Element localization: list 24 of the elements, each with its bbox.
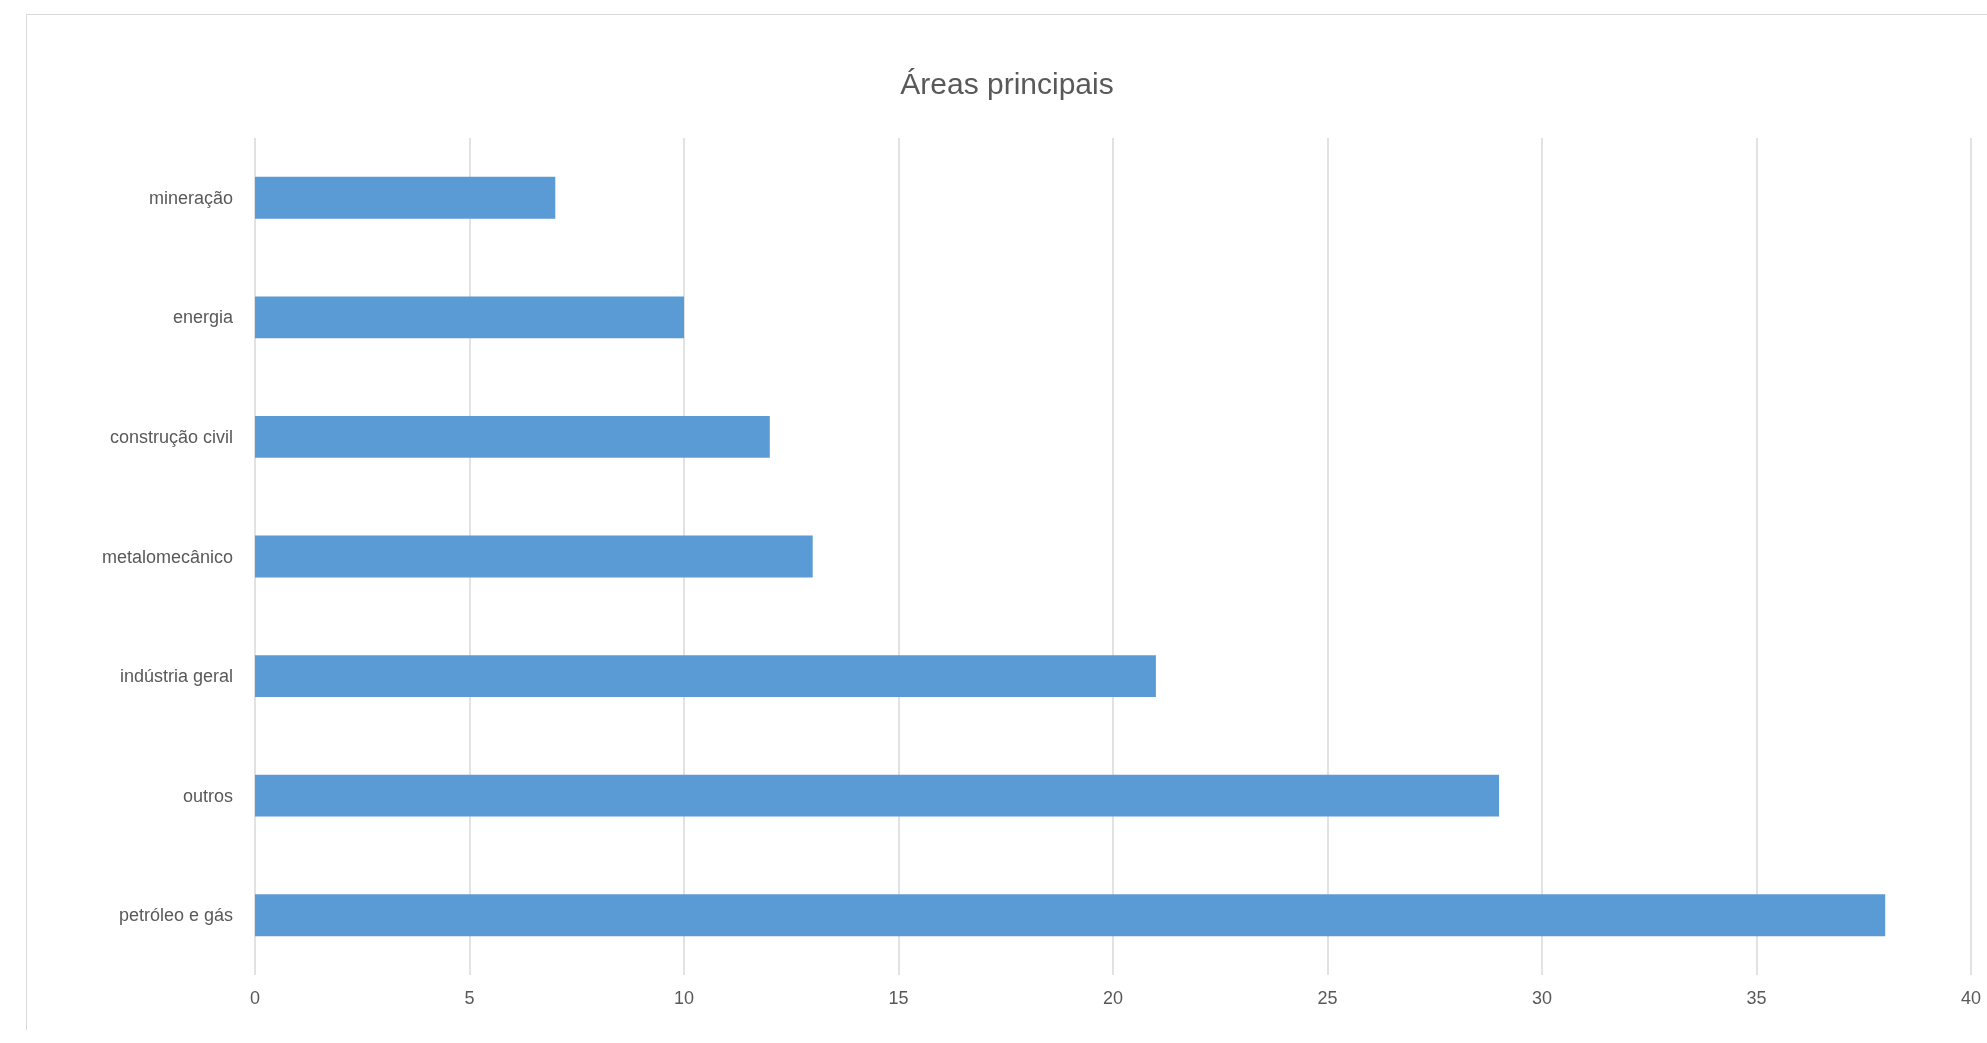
y-tick-label: metalomecânico xyxy=(101,546,233,567)
x-tick-label: 40 xyxy=(1960,988,1982,1008)
y-tick-label: mineração xyxy=(148,187,233,208)
bar xyxy=(255,655,1156,697)
x-tick-label: 15 xyxy=(888,988,909,1008)
x-tick-label: 35 xyxy=(1746,988,1767,1008)
y-tick-label: outros xyxy=(182,785,233,806)
x-tick-label: 20 xyxy=(1102,988,1124,1008)
bar xyxy=(255,296,684,339)
x-tick-label: 0 xyxy=(249,988,261,1008)
x-tick-label: 25 xyxy=(1317,988,1338,1008)
bar xyxy=(255,894,1886,937)
x-tick-label: 30 xyxy=(1531,988,1553,1008)
y-tick-label: energia xyxy=(172,307,234,328)
y-tick-label: indústria geral xyxy=(119,666,233,687)
chart-title: Áreas principais xyxy=(900,66,1114,100)
y-tick-label: construção civil xyxy=(109,426,233,447)
y-tick-label: petróleo e gás xyxy=(118,905,233,926)
bar xyxy=(255,774,1500,817)
x-tick-label: 10 xyxy=(673,988,695,1008)
x-tick-label: 5 xyxy=(464,988,475,1008)
bar xyxy=(255,176,556,219)
bar xyxy=(255,416,770,458)
bar xyxy=(255,535,813,578)
